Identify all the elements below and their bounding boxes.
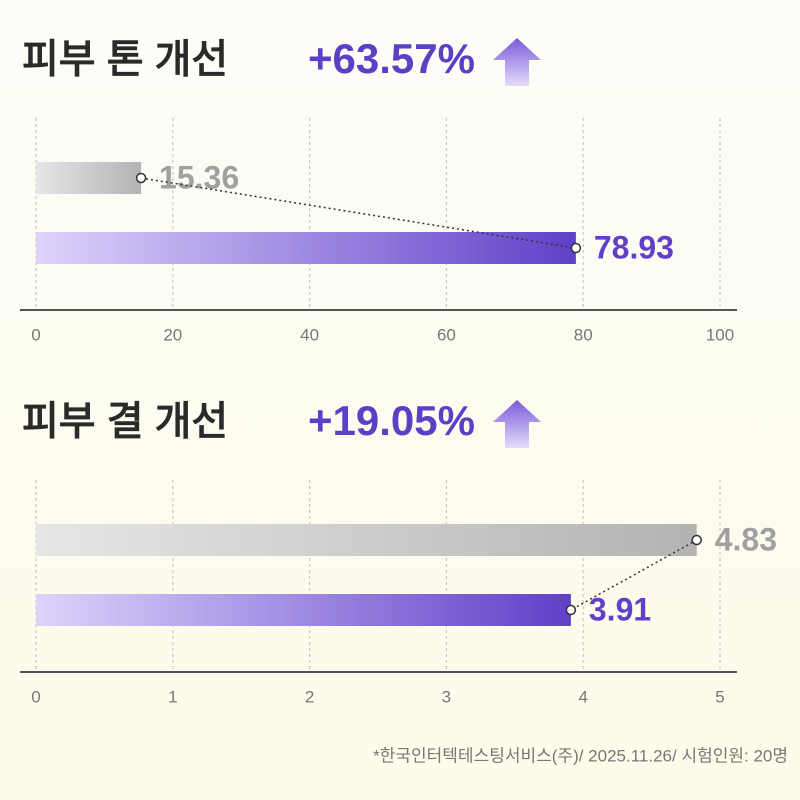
value-label: 78.93 — [594, 229, 674, 265]
x-tick-label: 60 — [437, 325, 456, 344]
x-tick-label: 5 — [715, 687, 724, 706]
bar — [36, 232, 576, 264]
x-tick-label: 3 — [442, 687, 451, 706]
x-tick-label: 40 — [300, 325, 319, 344]
chart-title: 피부 결 개선 — [22, 400, 228, 444]
end-dot — [565, 604, 577, 616]
connector — [570, 539, 698, 611]
bar — [36, 162, 142, 194]
x-tick-label: 20 — [163, 325, 182, 344]
end-dot — [691, 534, 702, 546]
up-arrow — [492, 400, 541, 448]
value-label: 15.36 — [159, 159, 239, 195]
x-tick-label: 100 — [706, 325, 734, 344]
x-tick-label: 0 — [31, 325, 40, 344]
footnote: *한국인터텍테스팅서비스(주)/ 2025.11.26/ 시험인원: 20명 — [373, 746, 788, 765]
connector — [140, 177, 577, 249]
bar — [36, 524, 697, 556]
up-arrow — [492, 38, 541, 86]
headline-value: +19.05% — [308, 397, 475, 444]
x-tick-label: 80 — [574, 325, 593, 344]
bar — [36, 594, 571, 626]
value-label: 3.91 — [589, 591, 651, 627]
x-tick-label: 1 — [168, 687, 177, 706]
x-tick-label: 2 — [305, 687, 314, 706]
headline-value: +63.57% — [308, 35, 475, 82]
end-dot — [570, 242, 582, 254]
x-tick-label: 0 — [31, 687, 40, 706]
x-tick-label: 4 — [578, 687, 587, 706]
chart-title: 피부 톤 개선 — [22, 38, 228, 82]
end-dot — [135, 172, 147, 184]
value-label: 4.83 — [715, 521, 777, 557]
